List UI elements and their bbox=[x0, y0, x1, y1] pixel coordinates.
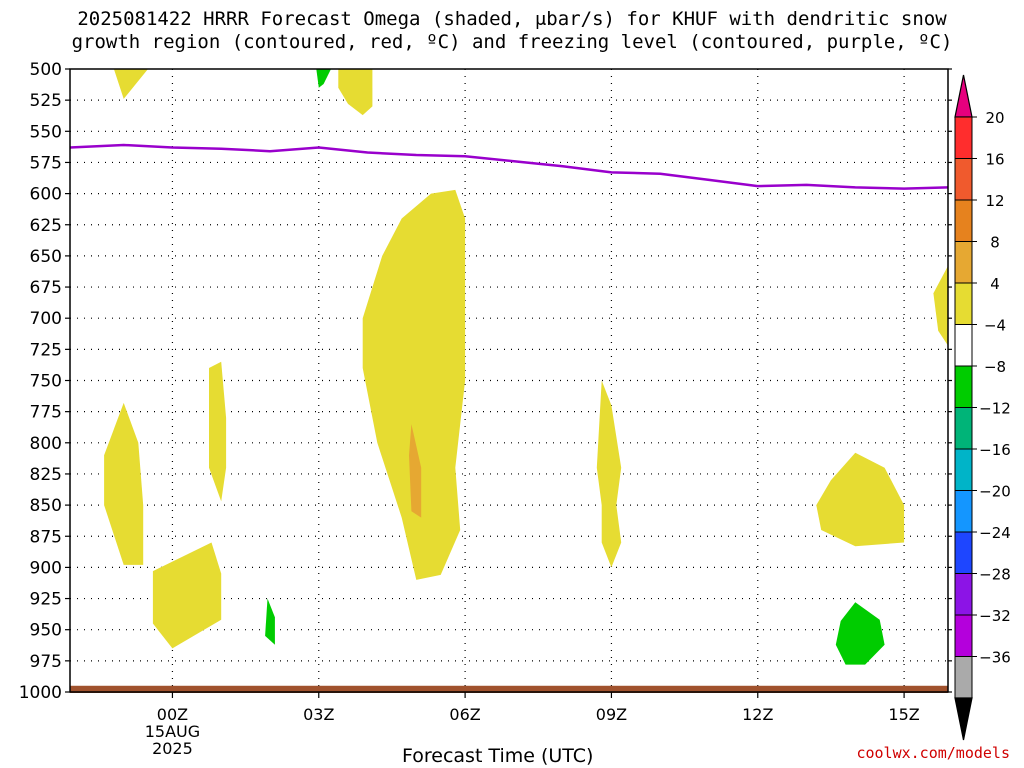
colorbar-segment bbox=[954, 407, 973, 450]
x-tick-label: 06Z bbox=[449, 705, 480, 724]
title-line-2: growth region (contoured, red, ºC) and f… bbox=[71, 31, 953, 53]
colorbar-label: 16 bbox=[985, 151, 1004, 169]
x-tick-label: 09Z bbox=[596, 705, 627, 724]
x-tick-label: 00Z bbox=[157, 705, 188, 724]
omega-region bbox=[596, 380, 622, 568]
colorbar-segment bbox=[954, 116, 973, 159]
colorbar-segment bbox=[954, 158, 973, 201]
y-tick-label: 750 bbox=[30, 372, 62, 392]
y-axis-ticks: 500 525 550 575 600 625 650 675 700 725 750 775 800 8… bbox=[19, 60, 952, 703]
colorbar-segment bbox=[954, 199, 973, 242]
y-tick-label: 800 bbox=[30, 434, 62, 454]
colorbar-segment bbox=[954, 656, 973, 699]
y-tick-label: 950 bbox=[30, 621, 62, 641]
y-tick-label: 825 bbox=[30, 465, 62, 485]
omega-regions bbox=[104, 69, 948, 665]
y-tick-label: 975 bbox=[30, 652, 62, 672]
colorbar-segment bbox=[954, 573, 973, 616]
colorbar-label: −12 bbox=[979, 400, 1011, 418]
omega-region bbox=[104, 402, 144, 565]
x-tick-label: 03Z bbox=[303, 705, 334, 724]
colorbar-segment bbox=[954, 490, 973, 533]
colorbar-label: −36 bbox=[979, 649, 1011, 667]
x-tick-date: 15AUG bbox=[145, 722, 200, 741]
ground-layer bbox=[70, 685, 948, 693]
y-tick-label: 525 bbox=[30, 91, 62, 111]
chart-title: 2025081422 HRRR Forecast Omega (shaded, … bbox=[0, 8, 1024, 54]
y-tick-label: 925 bbox=[30, 590, 62, 610]
y-tick-label: 550 bbox=[30, 122, 62, 142]
y-tick-label: 850 bbox=[30, 496, 62, 516]
y-tick-label: 650 bbox=[30, 247, 62, 267]
y-tick-label: 625 bbox=[30, 216, 62, 236]
colorbar-label: 4 bbox=[990, 275, 1000, 293]
x-axis-label: Forecast Time (UTC) bbox=[402, 745, 594, 767]
y-tick-label: 600 bbox=[30, 185, 62, 205]
y-tick-label: 675 bbox=[30, 278, 62, 298]
colorbar-label: −8 bbox=[984, 358, 1006, 376]
colorbar-label: −4 bbox=[984, 317, 1006, 335]
colorbar-label: −28 bbox=[979, 566, 1011, 584]
y-tick-label: 575 bbox=[30, 153, 62, 173]
omega-region bbox=[933, 265, 948, 346]
omega-region bbox=[409, 424, 422, 518]
colorbar-label: −32 bbox=[979, 607, 1011, 625]
y-tick-label: 1000 bbox=[19, 683, 62, 703]
title-line-1: 2025081422 HRRR Forecast Omega (shaded, … bbox=[77, 8, 947, 30]
colorbar-segment bbox=[954, 448, 973, 491]
freezing-level-line bbox=[69, 143, 949, 190]
y-tick-label: 725 bbox=[30, 340, 62, 360]
omega-region bbox=[152, 542, 222, 649]
colorbar-segment bbox=[954, 531, 973, 574]
ground-strip bbox=[70, 685, 948, 693]
colorbar-segment bbox=[954, 365, 973, 408]
x-tick-label: 15Z bbox=[888, 705, 919, 724]
y-tick-label: 500 bbox=[30, 60, 62, 80]
colorbar-bottom-cap bbox=[954, 697, 973, 741]
x-tick-label: 12Z bbox=[742, 705, 773, 724]
omega-region bbox=[835, 602, 885, 665]
omega-region bbox=[113, 69, 148, 99]
colorbar-segment bbox=[954, 614, 973, 657]
freezing-level-curve bbox=[69, 143, 949, 190]
x-tick-year: 2025 bbox=[152, 739, 193, 758]
omega-region bbox=[338, 69, 373, 116]
colorbar-label: 20 bbox=[985, 109, 1004, 127]
y-tick-label: 875 bbox=[30, 527, 62, 547]
credit-link[interactable]: coolwx.com/models bbox=[856, 744, 1010, 762]
colorbar-label: −16 bbox=[979, 441, 1011, 459]
y-tick-label: 900 bbox=[30, 558, 62, 578]
omega-region bbox=[209, 361, 227, 502]
colorbar-segment bbox=[954, 241, 973, 284]
colorbar-label: 12 bbox=[985, 192, 1004, 210]
omega-region bbox=[265, 598, 275, 645]
colorbar-top-cap bbox=[954, 74, 973, 118]
omega-region bbox=[362, 189, 466, 580]
colorbar-segment bbox=[954, 324, 973, 367]
colorbar-label: 8 bbox=[990, 234, 1000, 252]
colorbar-label: −24 bbox=[979, 524, 1011, 542]
colorbar: 20 16 12 8 4 −4 −8 −12 −16 −20 −24 −28 −32 −36 bbox=[954, 74, 1011, 741]
colorbar-label: −20 bbox=[979, 483, 1011, 501]
y-tick-label: 700 bbox=[30, 309, 62, 329]
y-tick-label: 775 bbox=[30, 403, 62, 423]
omega-region bbox=[316, 69, 331, 88]
colorbar-segment bbox=[954, 282, 973, 325]
omega-region bbox=[816, 452, 905, 547]
